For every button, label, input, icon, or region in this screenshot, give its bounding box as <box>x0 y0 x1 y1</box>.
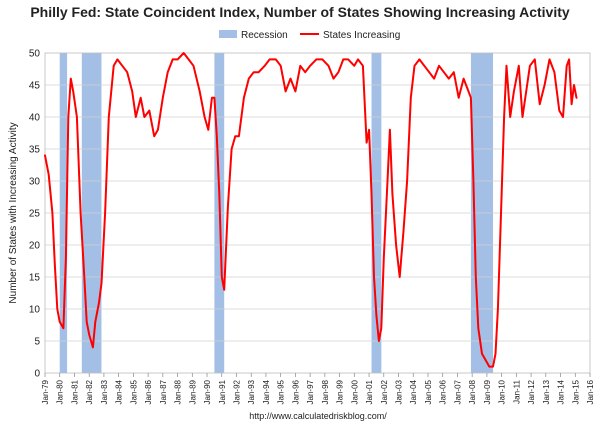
y-tick-label: 15 <box>29 273 41 284</box>
x-tick-label: Jan-01 <box>365 379 374 404</box>
x-tick-label: Jan-12 <box>527 379 536 404</box>
x-tick-label: Jan-91 <box>218 379 227 404</box>
x-tick-label: Jan-92 <box>232 379 241 404</box>
y-tick-label: 45 <box>29 81 41 92</box>
x-tick-label: Jan-16 <box>586 379 595 404</box>
y-axis-ticks: 0 5 10 15 20 25 30 35 40 45 50 <box>29 49 41 380</box>
x-tick-label: Jan-96 <box>291 379 300 404</box>
x-tick-label: Jan-98 <box>321 379 330 404</box>
y-tick-label: 40 <box>29 113 41 124</box>
x-tick-label: Jan-95 <box>277 379 286 404</box>
series-line-1 <box>44 52 578 368</box>
x-tick-label: Jan-83 <box>100 379 109 404</box>
x-tick-label: Jan-85 <box>129 379 138 404</box>
x-tick-label: Jan-84 <box>115 379 124 404</box>
y-tick-label: 30 <box>29 177 41 188</box>
y-tick-label: 0 <box>34 369 40 380</box>
x-tick-label: Jan-90 <box>203 379 212 404</box>
x-tick-label: Jan-06 <box>439 379 448 404</box>
legend-recession-swatch <box>219 30 237 38</box>
x-tick-label: Jan-14 <box>557 379 566 404</box>
x-tick-label: Jan-87 <box>159 379 168 404</box>
x-tick-label: Jan-13 <box>542 379 551 404</box>
x-tick-label: Jan-88 <box>174 379 183 404</box>
x-axis-ticks: Jan-79 Jan-80 Jan-81 Jan-82 Jan-83 Jan-84 Jan-… <box>41 373 595 404</box>
legend-series-label: States Increasing <box>323 30 400 41</box>
x-tick-label: Jan-03 <box>395 379 404 404</box>
x-tick-label: Jan-81 <box>70 379 79 404</box>
gridlines <box>45 84 590 342</box>
y-tick-label: 25 <box>29 209 41 220</box>
x-tick-label: Jan-04 <box>409 379 418 404</box>
series-states-increasing <box>44 52 578 368</box>
x-tick-label: Jan-93 <box>247 379 256 404</box>
x-tick-label: Jan-09 <box>483 379 492 404</box>
x-tick-label: Jan-82 <box>85 379 94 404</box>
x-tick-label: Jan-08 <box>468 379 477 404</box>
x-tick-label: Jan-15 <box>571 379 580 404</box>
x-tick-label: Jan-02 <box>380 379 389 404</box>
x-tick-label: Jan-97 <box>306 379 315 404</box>
x-tick-label: Jan-94 <box>262 379 271 404</box>
x-tick-label: Jan-10 <box>498 379 507 404</box>
source-text: http://www.calculatedriskblog.com/ <box>249 411 387 421</box>
y-tick-label: 50 <box>29 49 41 60</box>
x-tick-label: Jan-86 <box>144 379 153 404</box>
y-tick-label: 35 <box>29 145 41 156</box>
x-tick-label: Jan-89 <box>188 379 197 404</box>
plot-frame <box>44 52 591 374</box>
x-tick-label: Jan-99 <box>336 379 345 404</box>
x-tick-label: Jan-79 <box>41 379 50 404</box>
x-tick-label: Jan-05 <box>424 379 433 404</box>
x-tick-label: Jan-80 <box>56 379 65 404</box>
x-tick-label: Jan-07 <box>453 379 462 404</box>
legend: Recession States Increasing <box>219 30 400 41</box>
y-tick-label: 5 <box>34 337 40 348</box>
y-tick-label: 20 <box>29 241 41 252</box>
y-tick-label: 10 <box>29 305 41 316</box>
x-tick-label: Jan-00 <box>350 379 359 404</box>
x-tick-label: Jan-11 <box>512 379 521 403</box>
y-axis-label: Number of States with Increasing Activit… <box>8 122 19 303</box>
chart-title: Philly Fed: State Coincident Index, Numb… <box>30 4 570 20</box>
legend-recession-label: Recession <box>241 30 288 41</box>
